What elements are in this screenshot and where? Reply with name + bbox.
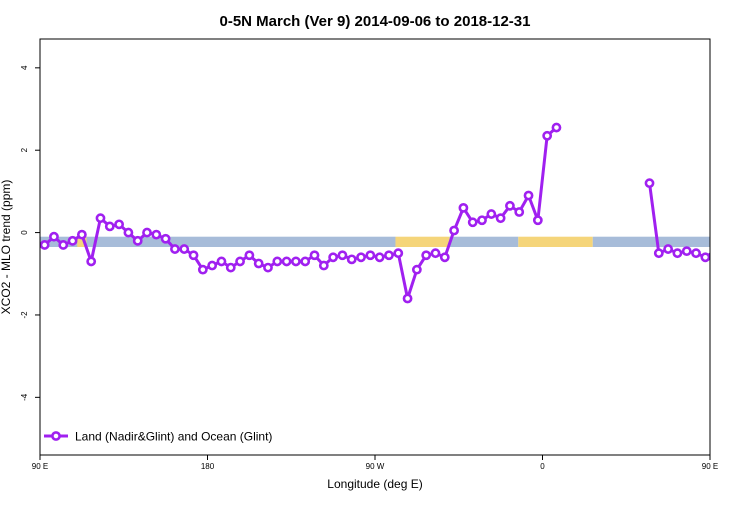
data-point [132, 235, 143, 246]
data-point [523, 190, 534, 201]
data-point [272, 256, 283, 267]
data-point [235, 256, 245, 267]
band-segment-ocean [449, 236, 519, 247]
data-point [681, 246, 692, 257]
data-point [104, 221, 115, 232]
data-point [309, 250, 320, 261]
data-point [300, 256, 311, 267]
data-point [76, 229, 87, 240]
x-tick-label: 90 E [32, 462, 48, 471]
y-tick-label: 0 [20, 230, 29, 235]
legend-label: Land (Nadir&Glint) and Ocean (Glint) [75, 430, 272, 444]
data-point [374, 252, 385, 263]
data-point [439, 252, 450, 263]
legend-marker [51, 431, 61, 441]
data-point [95, 213, 106, 224]
x-axis-label: Longitude (deg E) [327, 477, 422, 491]
data-point [411, 264, 422, 275]
y-tick-label: 4 [20, 65, 29, 70]
data-point [318, 260, 329, 271]
data-point [421, 250, 432, 261]
band-segment-land [77, 236, 87, 247]
y-axis: -4 -2 0 2 4 [20, 65, 40, 401]
band-segment-land [518, 236, 593, 247]
data-point [328, 252, 339, 263]
data-point [663, 244, 674, 254]
data-point [337, 250, 348, 261]
data-point [188, 250, 199, 261]
y-axis-label: XCO2 - MLO trend (ppm) [0, 180, 13, 315]
data-point [393, 248, 404, 259]
data-point [644, 178, 655, 189]
data-point [123, 227, 134, 238]
data-point [225, 262, 236, 273]
x-axis: 90 E 180 90 W 0 90 E [32, 455, 718, 471]
x-tick-label: 90 W [366, 462, 385, 471]
y-tick-label: -4 [20, 393, 29, 401]
data-point [467, 217, 478, 228]
data-point [197, 264, 208, 275]
data-point [291, 256, 301, 267]
data-point [700, 252, 710, 263]
data-point [477, 215, 487, 226]
data-point [495, 213, 506, 224]
data-point [160, 233, 171, 244]
data-point [244, 250, 255, 261]
x-tick-label: 90 E [702, 462, 718, 471]
data-point [142, 227, 152, 238]
x-tick-label: 0 [540, 462, 545, 471]
band-segment-ocean [95, 236, 396, 247]
data-point [384, 250, 394, 261]
data-point [58, 240, 69, 250]
data-point [691, 248, 701, 259]
data-point [281, 256, 292, 267]
data-point [486, 209, 497, 219]
data-point [532, 215, 543, 226]
data-point [653, 248, 664, 259]
data-point [551, 122, 562, 133]
data-point [67, 235, 78, 246]
y-tick-label: 2 [20, 147, 29, 152]
data-point [402, 293, 413, 304]
data-point [253, 258, 264, 269]
data-point [672, 248, 683, 259]
data-point [542, 130, 553, 141]
data-point [430, 248, 441, 259]
data-point [356, 252, 366, 263]
data-point [86, 256, 97, 267]
y-tick-label: -2 [20, 311, 29, 319]
series-points [40, 122, 710, 304]
data-point [458, 202, 469, 213]
data-point [216, 256, 227, 267]
data-point [505, 200, 515, 211]
data-point [49, 231, 59, 242]
chart-title: 0-5N March (Ver 9) 2014-09-06 to 2018-12… [219, 13, 530, 30]
x-tick-label: 180 [201, 462, 215, 471]
data-point [346, 254, 357, 265]
band-segment-ocean [592, 236, 710, 247]
data-point [449, 225, 459, 236]
data-point [151, 229, 162, 240]
data-point [207, 260, 218, 271]
data-point [114, 219, 124, 230]
data-point [514, 207, 525, 217]
data-point [263, 262, 273, 273]
data-point [40, 240, 50, 250]
band-segment-land [395, 236, 450, 247]
data-point [365, 250, 376, 261]
surface-band [40, 236, 710, 247]
data-point [170, 244, 180, 254]
legend: Land (Nadir&Glint) and Ocean (Glint) [44, 430, 272, 444]
data-point [179, 244, 190, 254]
